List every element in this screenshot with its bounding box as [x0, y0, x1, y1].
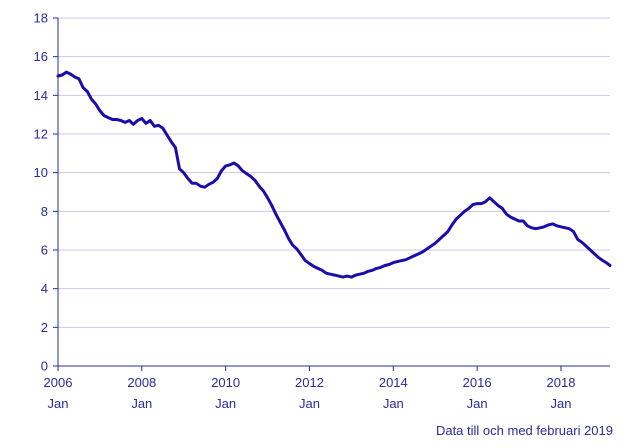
y-tick-label-18: 18: [34, 11, 48, 26]
x-tick-label-2010: 2010: [211, 375, 240, 390]
y-tick-label-16: 16: [34, 49, 48, 64]
x-tick-label-2018: 2018: [547, 375, 576, 390]
x-tick-label-2016: 2016: [463, 375, 492, 390]
y-axis-ticks: 0 2 4 6 8 10 12 14 16 18: [34, 11, 58, 374]
y-tick-label-6: 6: [41, 243, 48, 258]
y-tick-label-0: 0: [41, 359, 48, 374]
x-tick-label-2008: 2008: [127, 375, 156, 390]
x-tick-month-2010: Jan: [215, 396, 236, 411]
gridlines: [58, 17, 610, 328]
x-tick-month-2016: Jan: [467, 396, 488, 411]
y-tick-label-12: 12: [34, 127, 48, 142]
y-tick-label-14: 14: [34, 88, 48, 103]
y-tick-label-2: 2: [41, 320, 48, 335]
x-tick-month-2014: Jan: [383, 396, 404, 411]
series-group: [56, 70, 612, 279]
data-note: Data till och med februari 2019: [435, 423, 613, 438]
axes: [57, 18, 610, 367]
y-tick-label-8: 8: [41, 204, 48, 219]
x-tick-month-2012: Jan: [299, 396, 320, 411]
x-tick-label-2014: 2014: [379, 375, 408, 390]
x-axis-ticks: 2006 Jan 2008 Jan 2010 Jan 2012 Jan 2014 Jan 2016 J…: [44, 366, 576, 411]
x-tick-month-2008: Jan: [131, 396, 152, 411]
x-tick-label-2006: 2006: [44, 375, 73, 390]
y-tick-label-10: 10: [34, 165, 48, 180]
series-line-0: [56, 70, 612, 279]
x-tick-month-2018: Jan: [550, 396, 571, 411]
x-tick-label-2012: 2012: [295, 375, 324, 390]
x-tick-month-2006: Jan: [48, 396, 69, 411]
y-tick-label-4: 4: [41, 281, 48, 296]
